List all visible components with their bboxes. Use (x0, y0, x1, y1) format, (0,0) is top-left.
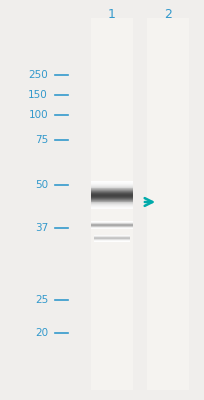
Bar (91, 191, 132, 192)
Text: 2: 2 (163, 8, 171, 20)
Text: 75: 75 (35, 135, 48, 145)
Bar (91, 184, 132, 185)
Bar (91, 208, 132, 209)
Bar (91, 207, 132, 208)
Bar (91, 190, 132, 191)
Bar (91, 194, 132, 195)
Bar (91, 185, 132, 186)
Bar (91, 192, 132, 193)
Bar (91, 199, 132, 200)
Text: 250: 250 (28, 70, 48, 80)
Bar (91, 203, 132, 204)
Bar (91, 188, 132, 190)
Bar (91, 195, 132, 196)
Bar (91, 205, 132, 206)
Text: 1: 1 (108, 8, 115, 20)
Bar (91, 186, 132, 188)
Bar (91, 198, 132, 199)
Text: 37: 37 (35, 223, 48, 233)
Text: 20: 20 (35, 328, 48, 338)
Bar (91, 202, 132, 203)
Text: 150: 150 (28, 90, 48, 100)
Bar (91, 197, 132, 198)
Bar (91, 193, 132, 194)
Text: 100: 100 (28, 110, 48, 120)
Bar (91, 204, 132, 205)
Bar (91, 182, 132, 183)
Bar (91, 181, 132, 182)
Bar (91, 18, 132, 390)
Text: 50: 50 (35, 180, 48, 190)
Bar (91, 201, 132, 202)
Bar (91, 183, 132, 184)
Bar (91, 206, 132, 207)
Bar (91, 200, 132, 201)
Bar (146, 18, 188, 390)
Bar (91, 196, 132, 197)
Text: 25: 25 (35, 295, 48, 305)
